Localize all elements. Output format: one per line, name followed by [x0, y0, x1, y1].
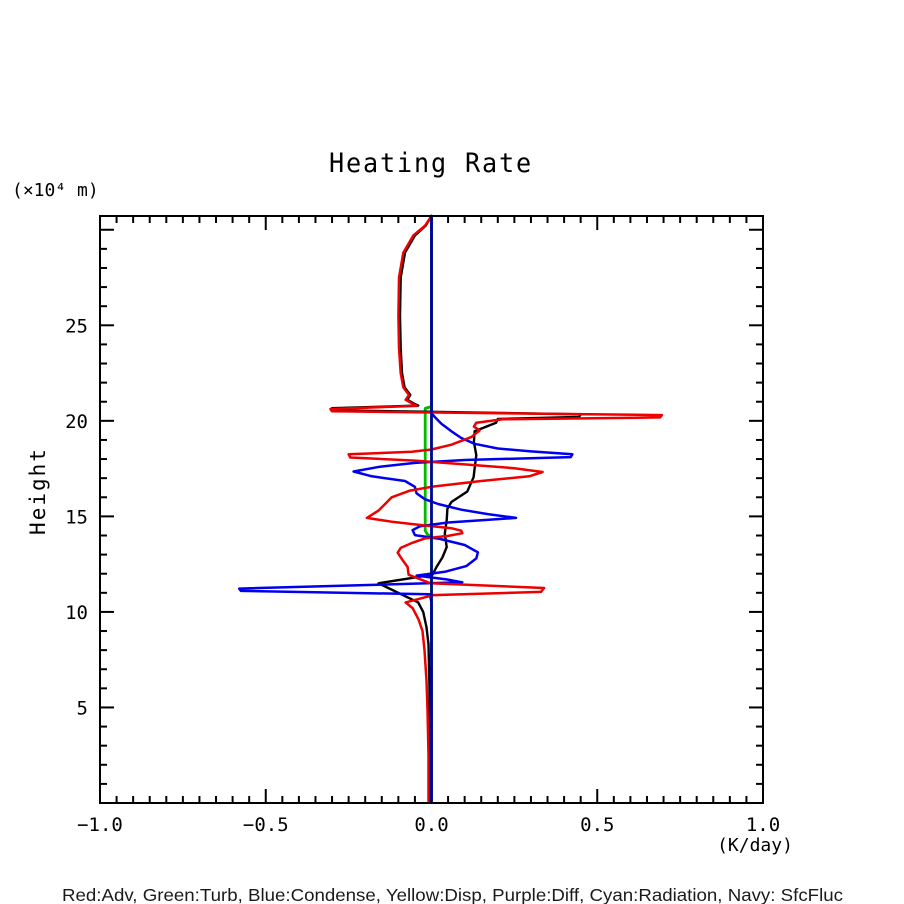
y-axis-unit-label: (×10⁴ m): [12, 180, 99, 201]
series-Adv: [329, 214, 664, 803]
series-lines: [237, 214, 664, 803]
x-tick-label: −0.5: [243, 814, 289, 836]
y-tick-label: 15: [65, 506, 88, 528]
y-tick-label: 20: [65, 411, 88, 433]
x-axis-unit-label: (K/day): [717, 835, 793, 856]
y-axis-title: Height: [26, 447, 50, 535]
legend-text: Red:Adv, Green:Turb, Blue:Condense, Yell…: [62, 885, 843, 904]
axis-ticks: [99, 216, 764, 803]
x-tick-label: −1.0: [77, 814, 123, 836]
y-tick-label: 5: [77, 698, 88, 720]
x-tick-label: 0.5: [580, 814, 614, 836]
x-tick-label: 1.0: [746, 814, 780, 836]
series-Condense: [237, 214, 574, 803]
y-tick-label: 10: [65, 602, 88, 624]
chart-title: Heating Rate: [329, 148, 533, 179]
axis-tick-labels: −1.0 −0.5 0.0 0.5 1.0 5 10 15 20 25: [65, 315, 780, 836]
y-tick-label: 25: [65, 315, 88, 337]
plot-frame: [99, 215, 764, 804]
x-tick-label: 0.0: [414, 814, 448, 836]
